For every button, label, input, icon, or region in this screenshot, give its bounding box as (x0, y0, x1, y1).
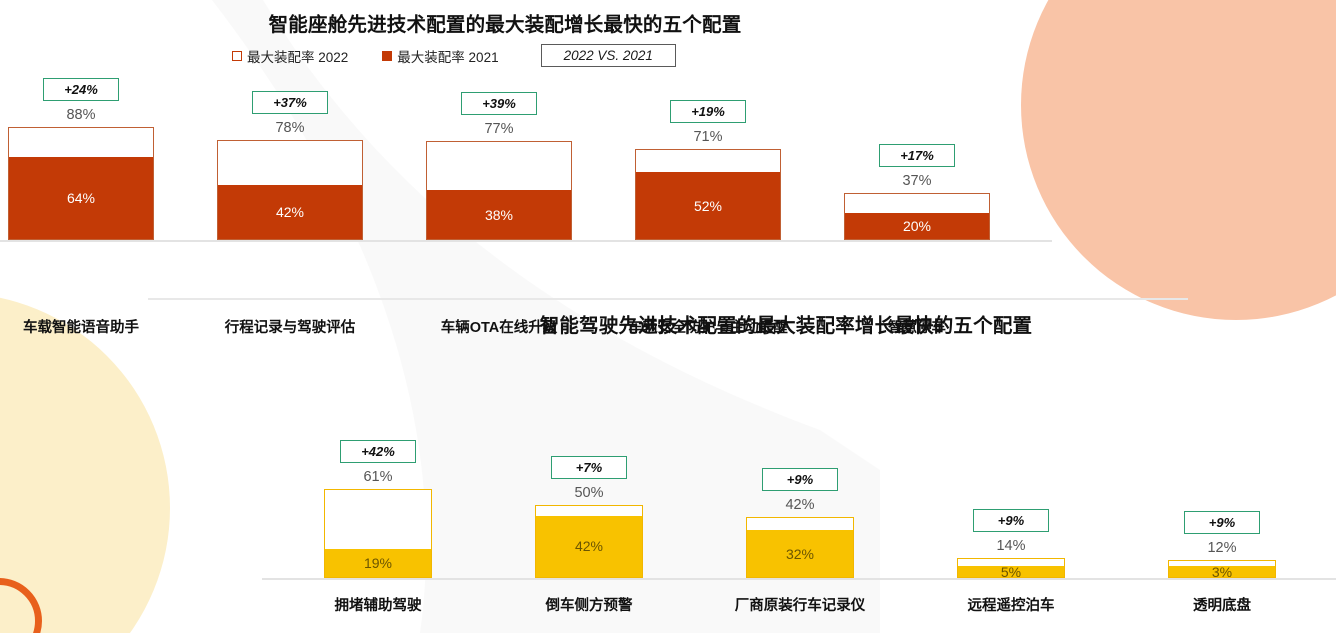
bar-group: +39% 77% 38% 车辆OTA在线升级 (426, 60, 572, 336)
bar-group: +9% 42% 32% 厂商原装行车记录仪 (735, 412, 865, 614)
growth-badge: +9% (762, 467, 838, 491)
bar-2021: 19% (325, 549, 431, 577)
bar-group: +7% 50% 42% 倒车侧方预警 (535, 412, 643, 614)
category-label: 智慧停车 (888, 320, 946, 336)
category-label: 车辆安全防护与主动提醒 (628, 320, 788, 336)
plot-area-driving: +42% 61% 19% 拥堵辅助驾驶 +7% 50% 42% 倒车侧方预警 +9% 42% 32%… (262, 412, 1336, 614)
total-value-label: 14% (996, 537, 1026, 554)
bar-2021: 64% (9, 157, 153, 239)
total-value-label: 88% (66, 107, 96, 124)
category-label: 倒车侧方预警 (545, 598, 633, 614)
total-value-label: 12% (1207, 540, 1237, 557)
category-label: 车辆OTA在线升级 (440, 320, 558, 336)
total-value-label: 61% (363, 468, 393, 485)
bar-group: +9% 12% 3% 透明底盘 (1168, 412, 1276, 614)
bar-2021: 32% (747, 530, 853, 577)
bar-value-label: 3% (1211, 563, 1233, 580)
category-label: 远程遥控泊车 (967, 598, 1055, 614)
bar-2021: 42% (218, 185, 362, 239)
bar-group: +42% 61% 19% 拥堵辅助驾驶 (324, 412, 432, 614)
bar-2022: 42% (217, 140, 363, 240)
bar-2022: 42% (535, 505, 643, 578)
total-value-label: 71% (693, 129, 723, 146)
legend-swatch-2021-icon (382, 50, 393, 61)
category-label: 车载智能语音助手 (23, 320, 139, 336)
total-value-label: 78% (275, 120, 305, 137)
bar-group: +37% 78% 42% 行程记录与驾驶评估 (217, 60, 363, 336)
chart-panel-driving: 智能驾驶先进技术配置的最大装配率增长最快的五个配置 最大装配率 2022 最大装… (236, 300, 1336, 633)
legend-item-2021-cabin: 最大装配率 2021 (382, 46, 499, 66)
growth-badge: +39% (461, 92, 537, 116)
bar-value-label: 32% (785, 545, 815, 562)
decorative-orange-ring-icon (0, 578, 42, 633)
chart-title-cabin: 智能座舱先进技术配置的最大装配增长最快的五个配置 (268, 14, 742, 36)
bar-value-label: 42% (275, 204, 305, 221)
chart-title-driving: 智能驾驶先进技术配置的最大装配率增长最快的五个配置 (539, 315, 1033, 337)
growth-badge: +24% (43, 78, 119, 102)
decorative-cream-circle (0, 293, 170, 633)
category-label: 透明底盘 (1193, 598, 1251, 614)
growth-badge: +37% (252, 91, 328, 115)
growth-badge: +17% (879, 143, 955, 167)
bar-value-label: 52% (693, 197, 723, 214)
growth-badge: +7% (551, 456, 627, 479)
bar-2022: 3% (1168, 560, 1276, 580)
bar-2021: 42% (536, 515, 642, 577)
total-value-label: 77% (484, 121, 514, 138)
chart-panel-cabin: 智能座舱先进技术配置的最大装配增长最快的五个配置 最大装配率 2022 最大装配… (0, 0, 1100, 336)
comparison-box-cabin: 2022 VS. 2021 (540, 44, 676, 67)
bar-2022: 20% (844, 192, 990, 240)
bar-2021: 3% (1169, 563, 1275, 580)
total-value-label: 42% (785, 496, 815, 513)
bar-2022: 52% (635, 149, 781, 240)
bar-group: +17% 37% 20% 智慧停车 (844, 60, 990, 336)
bar-2022: 64% (8, 127, 154, 240)
bar-value-label: 38% (484, 206, 514, 223)
bar-value-label: 19% (363, 555, 393, 572)
bar-value-label: 5% (1000, 563, 1022, 580)
bar-value-label: 42% (574, 538, 604, 555)
bar-2022: 19% (324, 488, 432, 578)
growth-badge: +9% (973, 508, 1049, 532)
baseline-cabin (0, 240, 1052, 242)
bar-group: +19% 71% 52% 车辆安全防护与主动提醒 (628, 60, 788, 336)
chart-legend-cabin: 最大装配率 2022 最大装配率 2021 2022 VS. 2021 (232, 44, 676, 67)
legend-label-2021: 最大装配率 2021 (397, 49, 499, 65)
bar-2021: 5% (958, 563, 1064, 580)
legend-swatch-2022-icon (232, 50, 242, 61)
bar-2021: 52% (636, 172, 780, 239)
bar-group: +24% 88% 64% 车载智能语音助手 (8, 60, 154, 336)
total-value-label: 50% (574, 485, 604, 501)
bar-2022: 38% (426, 141, 572, 240)
growth-badge: +19% (670, 100, 746, 124)
category-label: 拥堵辅助驾驶 (334, 598, 422, 614)
bar-2022: 32% (746, 516, 854, 578)
legend-item-2022-cabin: 最大装配率 2022 (232, 46, 348, 66)
legend-label-2022: 最大装配率 2022 (247, 49, 349, 65)
bar-2022: 5% (957, 557, 1065, 580)
bar-group: +9% 14% 5% 远程遥控泊车 (957, 412, 1065, 614)
total-value-label: 37% (902, 172, 932, 189)
bar-value-label: 20% (902, 218, 932, 235)
section-divider (148, 298, 1188, 300)
bar-value-label: 64% (66, 190, 96, 207)
category-label: 厂商原装行车记录仪 (734, 598, 866, 614)
plot-area-cabin: +24% 88% 64% 车载智能语音助手 +37% 78% 42% 行程记录与驾驶评估 +39… (0, 60, 1035, 336)
baseline-driving (262, 578, 1336, 580)
bar-2021: 38% (427, 190, 571, 239)
growth-badge: +42% (340, 439, 416, 463)
growth-badge: +9% (1184, 511, 1260, 535)
category-label: 行程记录与驾驶评估 (224, 320, 356, 336)
bar-2021: 20% (845, 213, 989, 239)
